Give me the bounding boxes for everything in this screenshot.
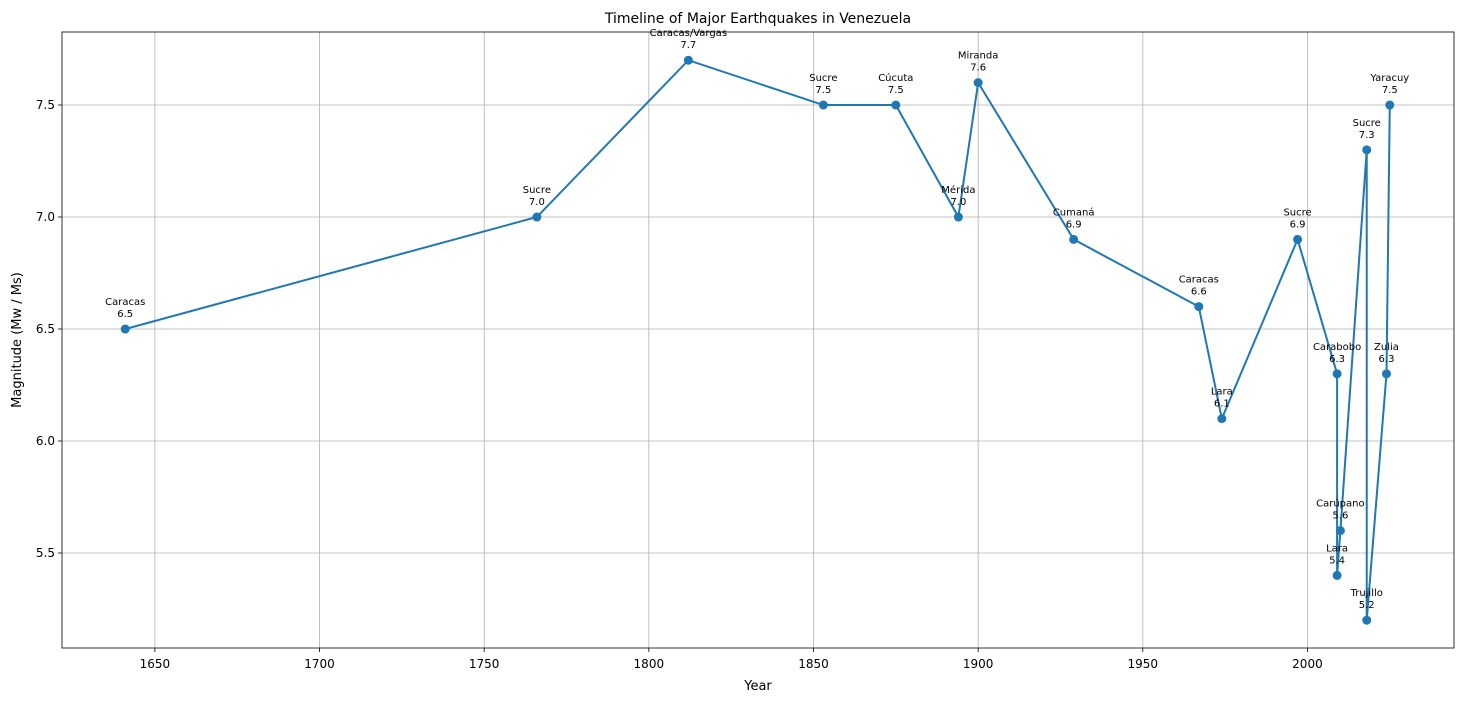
data-label: 5.4 xyxy=(1329,555,1345,566)
data-point xyxy=(120,324,130,334)
plot-frame xyxy=(61,31,1455,649)
x-tick-label: 1800 xyxy=(634,657,665,671)
data-label: 6.9 xyxy=(1066,219,1082,230)
data-point xyxy=(953,212,963,222)
data-label: 7.0 xyxy=(950,197,966,208)
data-point xyxy=(1293,234,1303,244)
x-tick-label: 1900 xyxy=(963,657,994,671)
data-point xyxy=(1217,414,1227,424)
data-point xyxy=(532,212,542,222)
point-name: Sucre xyxy=(809,73,837,84)
point-name: Sucre xyxy=(1353,118,1381,129)
data-point xyxy=(1335,526,1345,536)
data-line xyxy=(124,59,1391,621)
data-label: 6.5 xyxy=(117,309,133,320)
data-point xyxy=(1385,100,1395,110)
data-point xyxy=(891,100,901,110)
data-point xyxy=(1381,369,1391,379)
y-tick-label: 6.5 xyxy=(36,322,55,336)
data-label: 6.3 xyxy=(1379,354,1395,365)
x-tick-label: 1650 xyxy=(140,657,171,671)
point-name: Carúpano xyxy=(1316,498,1365,510)
point-name: Carabobo xyxy=(1313,342,1361,353)
data-point xyxy=(1362,145,1372,155)
data-point xyxy=(973,78,983,88)
data-point xyxy=(1332,369,1342,379)
x-tick-label: 1700 xyxy=(304,657,335,671)
data-label: 7.5 xyxy=(888,85,904,96)
data-label: 7.5 xyxy=(815,85,831,96)
point-name: Sucre xyxy=(523,185,551,196)
point-name: Zulia xyxy=(1374,342,1399,353)
x-tick-label: 2000 xyxy=(1292,657,1323,671)
point-name: Lara xyxy=(1326,543,1348,554)
point-name: Caracas xyxy=(1179,275,1219,286)
data-point xyxy=(683,55,693,65)
x-tick-label: 1950 xyxy=(1128,657,1159,671)
point-name: Cúcuta xyxy=(878,72,913,84)
x-tick-label: 1850 xyxy=(798,657,829,671)
data-point xyxy=(1332,570,1342,580)
chart-title: Timeline of Major Earthquakes in Venezue… xyxy=(604,11,911,27)
data-label: 7.5 xyxy=(1382,85,1398,96)
point-name: Lara xyxy=(1211,387,1233,398)
data-label: 6.3 xyxy=(1329,354,1345,365)
data-label: 5.2 xyxy=(1359,600,1375,611)
data-label: 6.9 xyxy=(1290,219,1306,230)
data-point xyxy=(1069,234,1079,244)
data-point xyxy=(818,100,828,110)
point-name: Cumaná xyxy=(1053,206,1095,218)
point-name: Caracas xyxy=(105,297,145,308)
y-axis-label: Magnitude (Mw / Ms) xyxy=(10,272,25,408)
data-point xyxy=(1194,302,1204,312)
data-label: 7.0 xyxy=(529,197,545,208)
data-label: 7.6 xyxy=(970,63,986,74)
point-name: Mérida xyxy=(941,184,975,196)
data-point xyxy=(1362,615,1372,625)
x-axis-label: Year xyxy=(743,679,772,694)
point-name: Sucre xyxy=(1283,207,1311,218)
x-tick-label: 1750 xyxy=(469,657,500,671)
data-label: 7.3 xyxy=(1359,130,1375,141)
point-name: Miranda xyxy=(958,51,998,62)
data-label: 6.6 xyxy=(1191,287,1207,298)
data-label: 6.1 xyxy=(1214,399,1230,410)
y-tick-label: 7.0 xyxy=(36,210,55,224)
y-tick-label: 6.0 xyxy=(36,434,55,448)
point-name: Trujillo xyxy=(1350,588,1383,599)
point-name: Yaracuy xyxy=(1369,73,1409,84)
y-tick-label: 7.5 xyxy=(36,98,55,112)
point-name: Caracas/Vargas xyxy=(650,28,727,39)
data-label: 7.7 xyxy=(680,40,696,51)
y-tick-label: 5.5 xyxy=(36,546,55,560)
data-label: 5.6 xyxy=(1332,511,1348,522)
